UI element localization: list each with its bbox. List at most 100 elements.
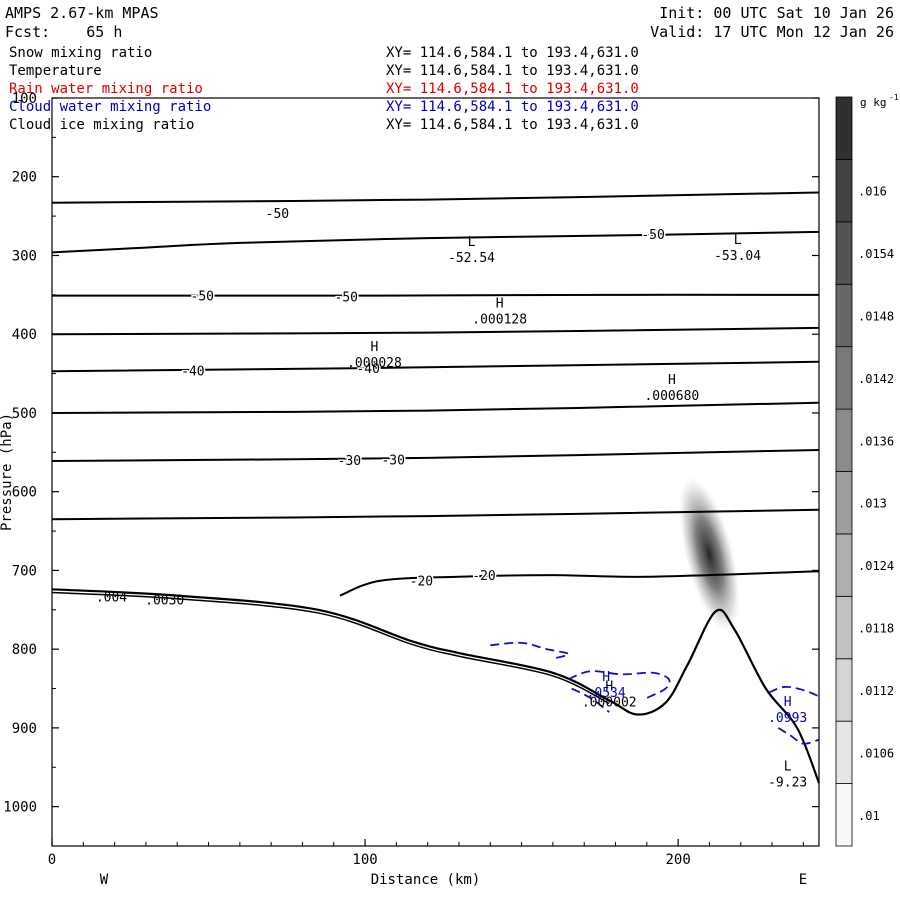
y-tick-label: 300	[12, 248, 37, 264]
legend-xy-cloud-water: XY= 114.6,584.1 to 193.4,631.0	[386, 99, 639, 115]
colorbar-label: .0136	[858, 434, 894, 448]
extremum-mark: L	[734, 233, 742, 248]
colorbar-label: .0148	[858, 309, 894, 323]
colorbar-bin	[835, 658, 853, 722]
y-axis-label: Pressure (hPa)	[0, 413, 15, 531]
contour-label: -40	[356, 362, 379, 377]
y-tick-label: 200	[12, 170, 37, 186]
west-label: W	[100, 872, 109, 888]
extremum-value: -9.23	[768, 776, 807, 791]
y-tick-label: 100	[12, 91, 37, 107]
extremum-value: -53.04	[714, 249, 761, 264]
colorbar-label: .0154	[858, 247, 894, 261]
legend-name-cloud-ice: Cloud ice mixing ratio	[9, 117, 195, 133]
temperature-contour	[51, 230, 820, 254]
temperature-contour	[51, 448, 820, 462]
temperature-contour	[51, 293, 820, 297]
legend-name-temperature: Temperature	[9, 63, 102, 79]
colorbar-label: .0118	[858, 622, 894, 636]
temperature-contour	[51, 191, 820, 204]
colorbar-bin	[835, 720, 853, 784]
contour-label: -50	[641, 228, 664, 243]
temperature-contour	[51, 401, 820, 414]
colorbar-bin	[835, 471, 853, 535]
surface-label: .0030	[145, 593, 184, 608]
colorbar-bin	[835, 408, 853, 472]
colorbar-bin	[835, 159, 853, 223]
model-title: AMPS 2.67-km MPAS	[5, 4, 159, 22]
y-tick-label: 500	[12, 406, 37, 422]
legend-name-cloud-water: Cloud water mixing ratio	[9, 99, 212, 115]
cloud-water-contour	[768, 686, 820, 698]
legend-name-snow: Snow mixing ratio	[9, 45, 153, 61]
cloud-water-contour	[777, 727, 820, 745]
y-tick-label: 900	[12, 721, 37, 737]
extremum-value: .000028	[347, 356, 402, 371]
extremum-value: -52.54	[448, 251, 495, 266]
colorbar-bin	[835, 221, 853, 285]
temperature-contour	[51, 508, 820, 521]
extremum-mark: H	[371, 340, 379, 355]
temperature-contour	[51, 360, 820, 373]
colorbar-unit: g kg	[860, 96, 887, 109]
x-axis-label: Distance (km)	[371, 872, 481, 888]
colorbar-bin	[835, 283, 853, 348]
colorbar-bin	[835, 346, 853, 410]
colorbar-label: .0106	[858, 746, 894, 760]
colorbar-unit-exponent: -1	[889, 93, 899, 102]
contour-label: -20	[472, 569, 495, 584]
contour-label: -30	[381, 453, 404, 468]
init-time: Init: 00 UTC Sat 10 Jan 26	[659, 4, 894, 22]
cloud-ice-shading	[679, 476, 740, 633]
colorbar-bin	[835, 595, 853, 660]
temperature-contour	[51, 326, 820, 336]
colorbar-bin	[835, 533, 853, 597]
y-tick-label: 800	[12, 642, 37, 658]
x-tick-label: 0	[48, 852, 56, 868]
colorbar: .01 .0106 .0112 .0118 .0124 .013 .0136 .0142 .01…	[835, 93, 899, 847]
forecast-hour: Fcst: 65 h	[5, 23, 123, 41]
cloud-water-contour	[568, 670, 671, 699]
terrain-line-inner	[51, 591, 610, 705]
extremum-value: .000128	[472, 313, 527, 328]
extremum-mark: H	[784, 695, 792, 710]
legend-xy-cloud-ice: XY= 114.6,584.1 to 193.4,631.0	[386, 117, 639, 133]
extremum-mark: H	[605, 679, 613, 694]
plot-area: -50-50-50 -50-40 -40-30 -30-20 -20L-52.54L-5…	[0, 91, 821, 888]
extremum-value: .000002	[582, 695, 637, 710]
contour-label: -50	[335, 290, 358, 305]
extremum-value: .000680	[644, 389, 699, 404]
cloud-water-contour	[571, 687, 610, 713]
extremum-value: .0993	[768, 711, 807, 726]
contour-label: -30	[338, 454, 361, 469]
colorbar-label: .013	[858, 497, 887, 511]
contour-label: -40	[181, 364, 204, 379]
colorbar-label: .0124	[858, 559, 894, 573]
plot-frame	[51, 97, 820, 847]
contour-label: -20	[410, 575, 433, 590]
surface-label: .004	[96, 590, 127, 605]
extremum-mark: H	[668, 373, 676, 388]
temperature-contour	[339, 570, 820, 597]
colorbar-label: .016	[858, 185, 887, 199]
extremum-mark: L	[784, 760, 792, 775]
colorbar-label: .0112	[858, 684, 894, 698]
x-tick-label: 100	[352, 852, 377, 868]
y-tick-label: 400	[12, 327, 37, 343]
y-tick-label: 600	[12, 485, 37, 501]
colorbar-label: .0142	[858, 372, 894, 386]
x-tick-label: 200	[665, 852, 690, 868]
legend-name-rain: Rain water mixing ratio	[9, 81, 203, 97]
colorbar-bin	[835, 96, 853, 160]
contour-label: -50	[266, 207, 289, 222]
extremum-value: .0534	[587, 686, 626, 701]
legend-xy-rain: XY= 114.6,584.1 to 193.4,631.0	[386, 81, 639, 97]
extremum-mark: L	[468, 235, 476, 250]
legend-xy-temperature: XY= 114.6,584.1 to 193.4,631.0	[386, 63, 639, 79]
cloud-water-contour	[490, 641, 570, 660]
colorbar-bin	[835, 783, 853, 847]
terrain-line	[51, 588, 821, 784]
extremum-mark: H	[496, 297, 504, 312]
east-label: E	[799, 872, 807, 888]
